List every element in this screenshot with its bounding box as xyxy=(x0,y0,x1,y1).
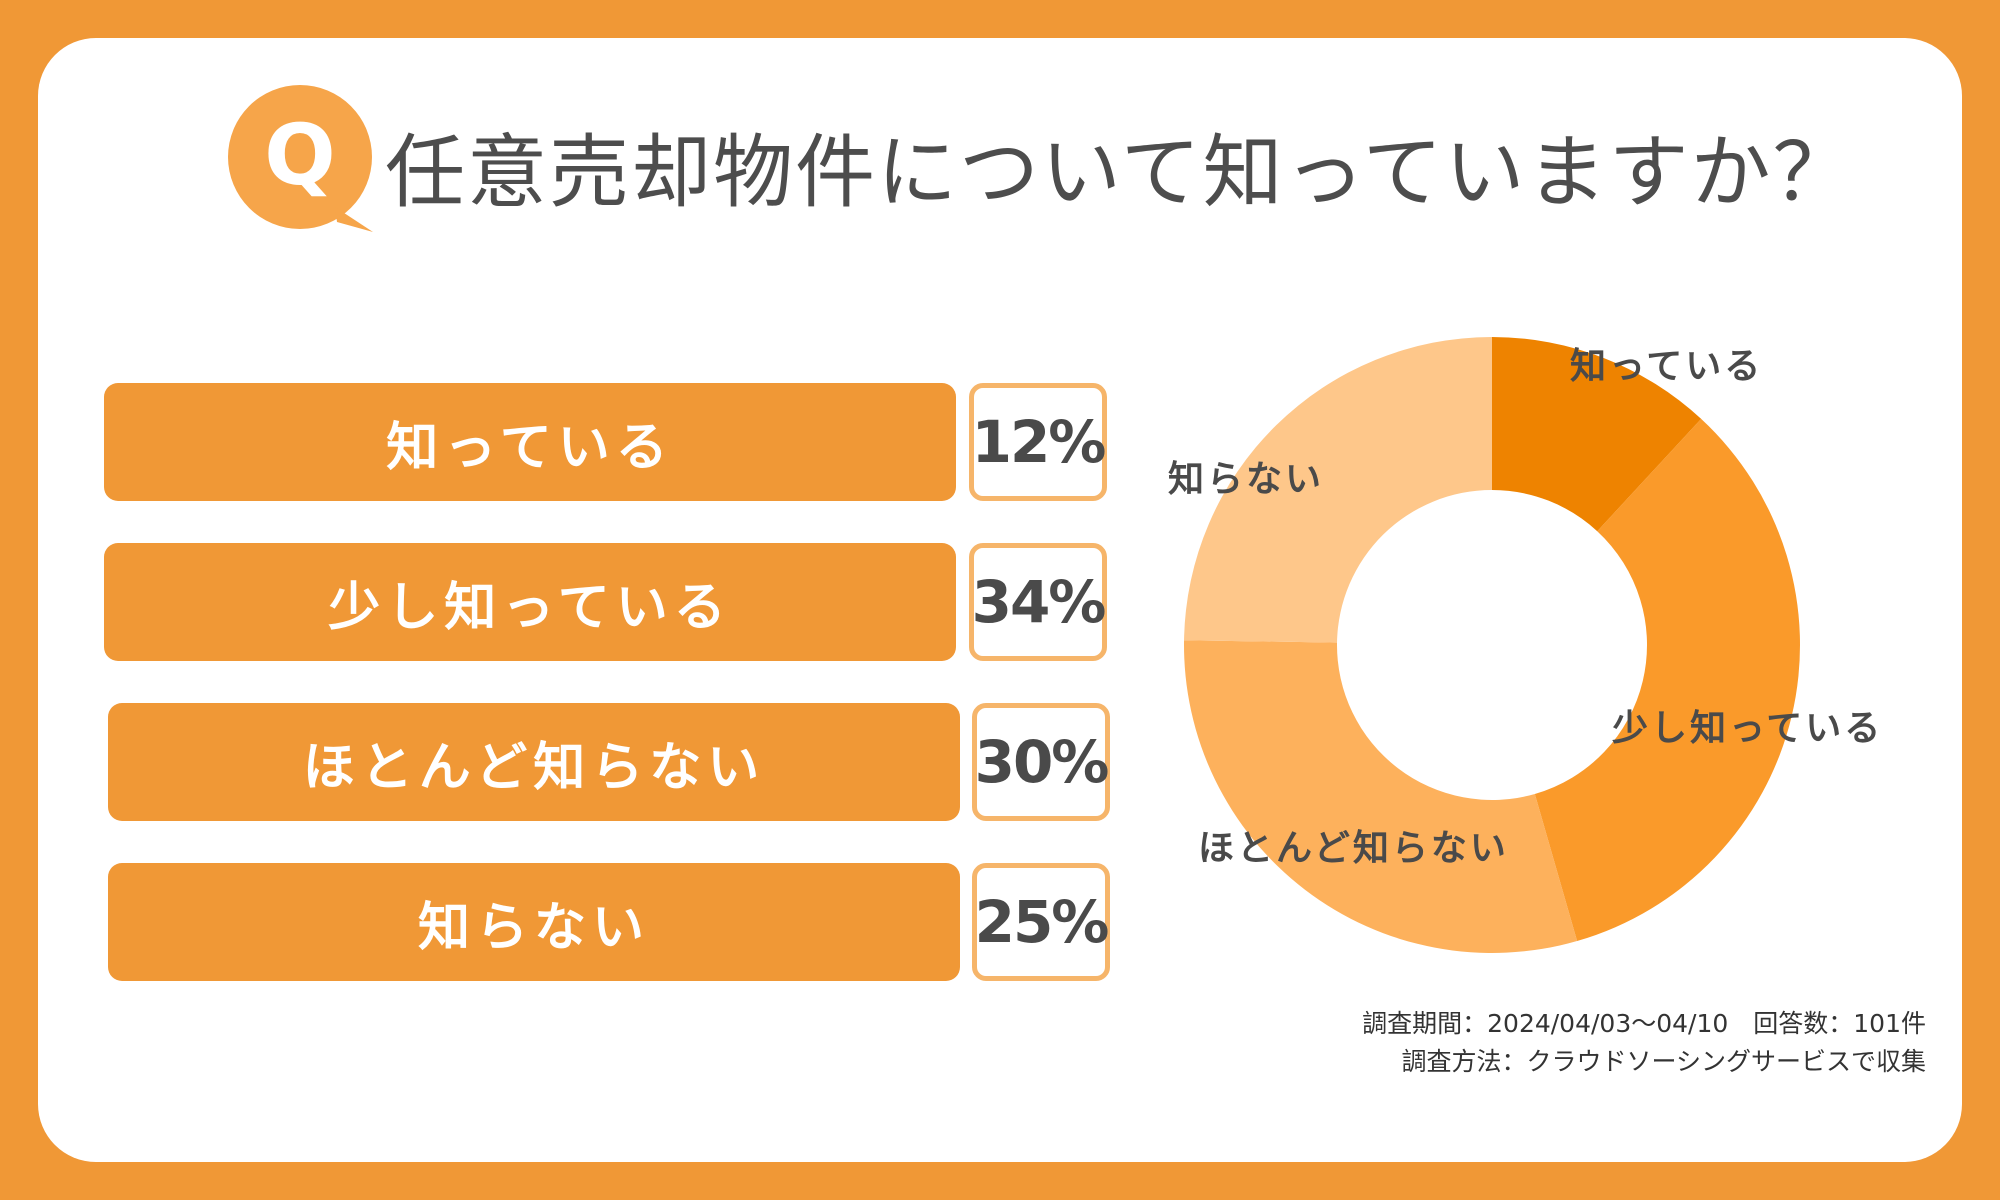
slice-label: 少し知っている xyxy=(1612,708,1883,749)
donut-slice xyxy=(1184,640,1578,953)
page-title: 任意売却物件について知っていますか？ xyxy=(385,126,1855,219)
donut-slice xyxy=(1534,418,1800,942)
q-badge-letter: Q xyxy=(264,106,335,204)
answer-percent: 12% xyxy=(969,383,1107,501)
answer-label: 少し知っている xyxy=(104,543,956,661)
survey-period-text: 調査期間：2024/04/03〜04/10 回答数：101件 xyxy=(1362,1009,1926,1038)
survey-note: 調査期間：2024/04/03〜04/10 回答数：101件調査方法：クラウドソ… xyxy=(1362,1005,1926,1081)
answer-percent: 30% xyxy=(972,703,1110,821)
slice-label: 知っている xyxy=(1570,346,1763,387)
answer-row: 知っている 12% xyxy=(0,383,1120,503)
slice-label: 知らない xyxy=(1168,459,1324,500)
answer-row: 少し知っている 34% xyxy=(0,543,1120,663)
answer-percent: 34% xyxy=(969,543,1107,661)
slice-label: ほとんど知らない xyxy=(1198,828,1509,869)
answer-row: ほとんど知らない 30% xyxy=(0,703,1120,823)
survey-method-text: 調査方法：クラウドソーシングサービスで収集 xyxy=(1401,1047,1926,1076)
q-badge-icon: Q xyxy=(228,85,373,232)
donut-slice xyxy=(1184,337,1492,643)
answer-label: 知っている xyxy=(104,383,956,501)
answer-row: 知らない 25% xyxy=(0,863,1120,983)
answer-percent: 25% xyxy=(972,863,1110,981)
answer-label: 知らない xyxy=(108,863,960,981)
answer-label: ほとんど知らない xyxy=(108,703,960,821)
donut-slice xyxy=(1492,337,1702,532)
